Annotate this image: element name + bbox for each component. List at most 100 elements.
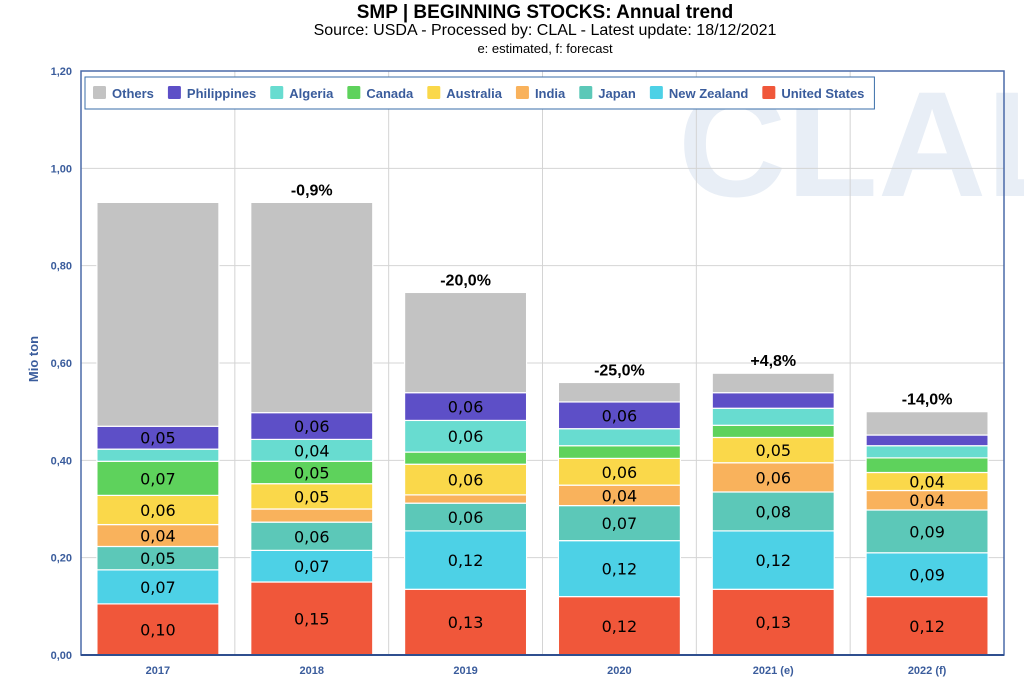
x-tick-label: 2018 <box>300 665 324 677</box>
bar-segment-united-states <box>711 588 835 656</box>
legend-label-japan[interactable]: Japan <box>598 86 636 101</box>
bar-segment-canada <box>557 445 682 459</box>
bar-value-label: 0,09 <box>909 566 945 585</box>
bar-value-label: 0,07 <box>294 557 330 576</box>
change-label: -20,0% <box>440 272 491 289</box>
change-label: -0,9% <box>291 182 333 199</box>
bar-segment-united-states <box>403 588 528 656</box>
bar-segment-india <box>403 494 528 504</box>
legend-swatch-japan[interactable] <box>579 86 593 99</box>
y-axis-title: Mio ton <box>26 336 41 382</box>
bar-value-label: 0,12 <box>448 551 484 570</box>
chart-subtitle: Source: USDA - Processed by: CLAL - Late… <box>313 22 777 39</box>
bar-value-label: 0,07 <box>602 514 638 533</box>
bar-value-label: 0,06 <box>294 527 330 546</box>
legend-label-canada[interactable]: Canada <box>366 86 414 101</box>
chart-title: SMP | BEGINNING STOCKS: Annual trend <box>356 2 734 23</box>
bar-segment-philippines <box>711 392 835 409</box>
bar-segment-japan <box>865 509 989 554</box>
x-tick-label: 2022 (f) <box>908 665 947 677</box>
bar-segment-canada <box>865 457 989 474</box>
bar-value-label: 0,06 <box>448 471 484 490</box>
bar-segment-new-zealand <box>557 540 682 598</box>
y-tick-label: 1,20 <box>51 66 72 78</box>
change-label: +4,8% <box>750 353 796 370</box>
bar-value-label: 0,05 <box>755 441 791 460</box>
x-tick-label: 2020 <box>607 665 631 677</box>
x-tick-label: 2019 <box>453 665 477 677</box>
legend-swatch-australia[interactable] <box>427 86 441 99</box>
y-tick-label: 0,60 <box>51 358 72 370</box>
bar-segment-new-zealand <box>403 530 528 590</box>
bar-value-label: 0,13 <box>448 613 484 632</box>
legend-label-others[interactable]: Others <box>112 86 154 101</box>
bar-segment-algeria <box>711 407 835 426</box>
legend-swatch-others[interactable] <box>93 86 106 99</box>
bar-value-label: 0,06 <box>602 463 638 482</box>
legend-box <box>84 76 875 110</box>
legend-swatch-algeria[interactable] <box>270 86 284 99</box>
bar-segment-india <box>250 508 374 523</box>
bar-value-label: 0,04 <box>602 486 638 505</box>
bar-segment-algeria <box>865 445 989 459</box>
legend-swatch-canada[interactable] <box>347 86 361 99</box>
bar-segment-philippines <box>865 434 989 447</box>
bar-value-label: 0,08 <box>755 502 791 521</box>
legend-swatch-philippines[interactable] <box>167 86 181 99</box>
bar-value-label: 0,13 <box>755 613 791 632</box>
bar-segment-algeria <box>403 419 528 453</box>
y-tick-label: 0,40 <box>51 455 72 467</box>
bar-segment-others <box>96 201 220 427</box>
bar-value-label: 0,06 <box>140 501 176 520</box>
chart-note: e: estimated, f: forecast <box>477 41 613 56</box>
bar-value-label: 0,07 <box>140 578 176 597</box>
bar-segment-japan <box>557 504 682 542</box>
bar-value-label: 0,04 <box>140 527 176 546</box>
bar-segment-united-states <box>96 603 220 656</box>
bar-segment-others <box>865 411 989 436</box>
bar-segment-japan <box>250 521 374 551</box>
y-tick-label: 1,00 <box>51 163 72 175</box>
y-tick-label: 0,00 <box>51 650 72 662</box>
legend-swatch-india[interactable] <box>515 86 529 99</box>
bar-segment-united-states <box>557 595 682 656</box>
bar-segment-canada <box>403 451 528 465</box>
x-tick-label: 2017 <box>146 665 170 677</box>
bar-value-label: 0,09 <box>909 522 945 541</box>
bar-segment-others <box>403 291 528 394</box>
legend-label-algeria[interactable]: Algeria <box>289 86 334 101</box>
bar-segment-others <box>557 381 682 403</box>
bar-segment-united-states <box>865 595 989 656</box>
change-label: -25,0% <box>594 362 645 379</box>
bar-value-label: 0,06 <box>294 417 330 436</box>
bar-value-label: 0,06 <box>448 508 484 527</box>
legend-label-new-zealand[interactable]: New Zealand <box>669 86 749 101</box>
bar-segment-new-zealand <box>711 530 835 590</box>
legend-label-united-states[interactable]: United States <box>781 86 864 101</box>
bar-segment-canada <box>96 460 220 496</box>
bar-segment-new-zealand <box>250 549 374 583</box>
legend-swatch-united-states[interactable] <box>762 86 776 99</box>
bar-segment-canada <box>711 424 835 439</box>
bar-segment-algeria <box>557 428 682 447</box>
legend-label-india[interactable]: India <box>535 86 566 101</box>
bar-value-label: 0,12 <box>909 617 945 636</box>
legend-label-philippines[interactable]: Philippines <box>187 86 256 101</box>
bar-segment-australia <box>403 463 528 496</box>
bar-segment-japan <box>403 502 528 532</box>
bar-segment-india <box>711 462 835 493</box>
legend-label-australia[interactable]: Australia <box>446 86 502 101</box>
bar-value-label: 0,07 <box>140 469 176 488</box>
bar-segment-philippines <box>250 412 374 441</box>
bar-value-label: 0,06 <box>448 398 484 417</box>
bar-value-label: 0,15 <box>294 610 330 629</box>
bar-segment-algeria <box>96 448 220 462</box>
bar-segment-others <box>711 372 835 394</box>
bar-value-label: 0,04 <box>294 441 330 460</box>
bar-value-label: 0,04 <box>909 473 945 492</box>
legend-swatch-new-zealand[interactable] <box>649 86 663 99</box>
bar-segment-australia <box>96 494 220 526</box>
y-tick-label: 0,80 <box>51 261 72 273</box>
change-label: -14,0% <box>902 392 953 409</box>
